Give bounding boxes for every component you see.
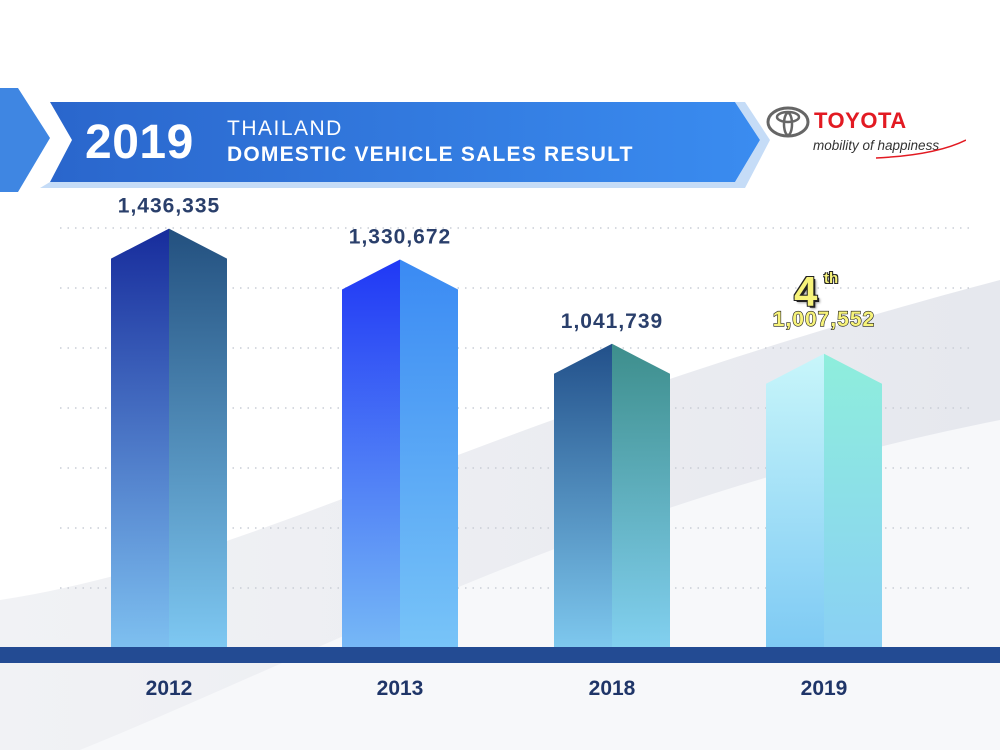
value-label-2019: 1,007,552 — [773, 308, 875, 331]
category-label-2018: 2018 — [589, 677, 636, 700]
value-label-2013: 1,330,672 — [349, 225, 451, 248]
bar-face-left — [554, 343, 612, 648]
bars — [111, 228, 882, 648]
bar-face-right — [400, 259, 458, 648]
rank-suffix: th — [824, 270, 839, 287]
bottom-bar — [0, 647, 1000, 663]
logo-tagline: mobility of happiness — [813, 138, 940, 153]
bar-face-left — [111, 228, 169, 648]
banner-year: 2019 — [85, 116, 194, 169]
bar-2019 — [766, 353, 882, 648]
category-label-2019: 2019 — [801, 677, 848, 700]
bar-face-right — [612, 343, 670, 648]
bar-face-left — [342, 259, 400, 648]
bar-2018 — [554, 343, 670, 648]
category-label-2012: 2012 — [146, 677, 193, 700]
rank-badge: 4 th — [794, 268, 838, 316]
toyota-emblem-icon — [766, 106, 810, 138]
bar-face-right — [169, 228, 227, 648]
toyota-logo: TOYOTA mobility of happiness — [766, 100, 966, 162]
bar-face-right — [824, 353, 882, 648]
category-label-2013: 2013 — [377, 677, 424, 700]
value-label-2018: 1,041,739 — [561, 310, 663, 333]
tagline-swoosh — [875, 139, 966, 159]
gridlines — [60, 227, 975, 589]
value-label-2012: 1,436,335 — [118, 195, 220, 218]
bar-2012 — [111, 228, 227, 648]
bar-face-left — [766, 353, 824, 648]
title-banner — [0, 88, 770, 192]
labels: 1,436,335 2012 1,330,672 2013 1,041,739 2018 1… — [118, 195, 875, 700]
banner-title-line2: DOMESTIC VEHICLE SALES RESULT — [227, 143, 634, 166]
rank-number: 4 — [794, 268, 818, 315]
banner-title-line1: THAILAND — [227, 117, 343, 140]
logo-wordmark: TOYOTA — [814, 108, 907, 133]
bar-2013 — [342, 259, 458, 648]
